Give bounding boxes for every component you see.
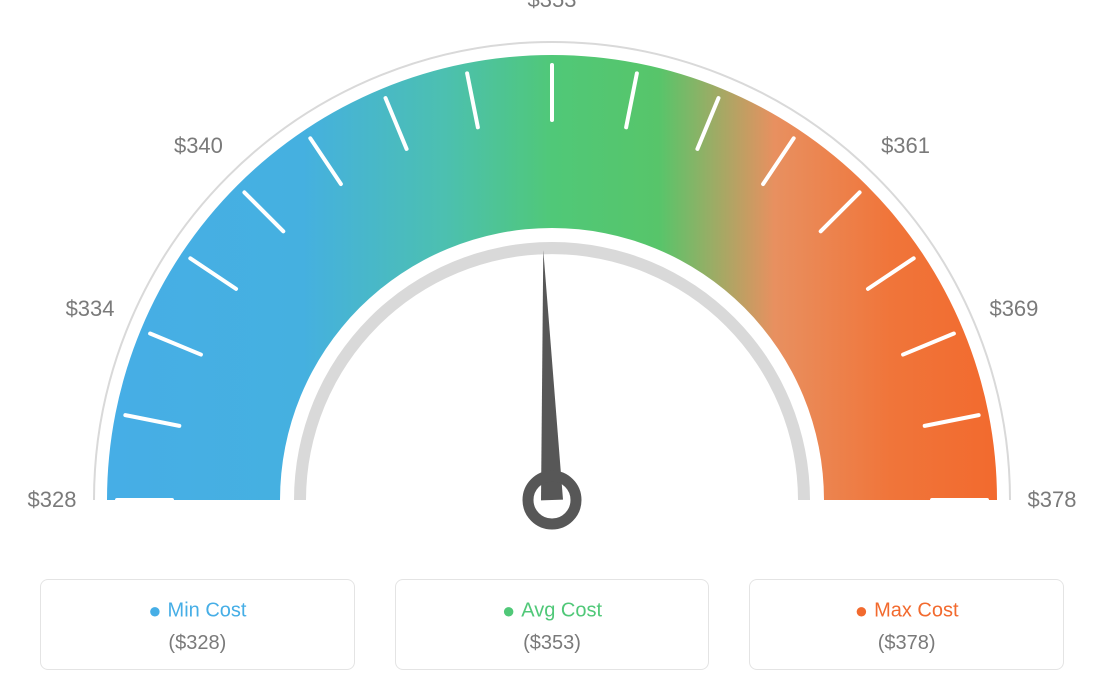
legend-min-label: Min Cost xyxy=(168,599,247,621)
gauge-tick-label: $378 xyxy=(1028,487,1077,513)
legend-avg-value: ($353) xyxy=(406,632,699,655)
legend-min: ● Min Cost ($328) xyxy=(40,579,355,670)
dot-icon: ● xyxy=(855,598,868,623)
dot-icon: ● xyxy=(148,598,161,623)
legend-row: ● Min Cost ($328) ● Avg Cost ($353) ● Max C… xyxy=(0,579,1104,670)
legend-avg-label: Avg Cost xyxy=(521,599,602,621)
legend-min-title: ● Min Cost xyxy=(51,598,344,624)
legend-max-label: Max Cost xyxy=(874,599,958,621)
dot-icon: ● xyxy=(502,598,515,623)
legend-avg: ● Avg Cost ($353) xyxy=(395,579,710,670)
legend-avg-title: ● Avg Cost xyxy=(406,598,699,624)
legend-max: ● Max Cost ($378) xyxy=(749,579,1064,670)
gauge-tick-label: $369 xyxy=(989,296,1038,322)
gauge-tick-label: $328 xyxy=(28,487,77,513)
gauge-chart: $328 $334 $340 $353 $361 $369 $378 xyxy=(0,0,1104,560)
legend-max-title: ● Max Cost xyxy=(760,598,1053,624)
legend-min-value: ($328) xyxy=(51,632,344,655)
gauge-tick-label: $334 xyxy=(66,296,115,322)
gauge-svg xyxy=(0,0,1104,560)
legend-max-value: ($378) xyxy=(760,632,1053,655)
gauge-tick-label: $353 xyxy=(528,0,577,13)
gauge-tick-label: $340 xyxy=(174,133,223,159)
gauge-tick-label: $361 xyxy=(881,133,930,159)
